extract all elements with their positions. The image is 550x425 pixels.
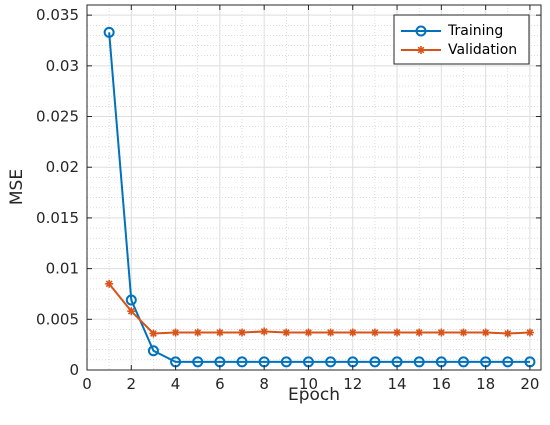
legend-box (393, 14, 530, 65)
ticks (86, 5, 541, 371)
x-tick-label: 18 (476, 375, 495, 393)
data-point-training (103, 26, 115, 38)
data-point-validation (193, 328, 202, 337)
y-tick-label: 0.035 (36, 6, 79, 24)
y-tick-label: 0.025 (36, 108, 79, 126)
x-axis-label: Epoch (288, 385, 340, 405)
data-point-validation (393, 328, 402, 337)
data-point-training (413, 356, 425, 368)
x-tick-label: 10 (299, 375, 318, 393)
y-axis-label: MSE (7, 169, 27, 205)
data-point-training (125, 294, 137, 306)
tick-labels: 0 2 4 6 8 10 12 14 16 18 20 0 0.005 0.01 0.015 0.02 0.02… (36, 6, 539, 393)
x-tick-label: 2 (127, 375, 137, 393)
y-tick-label: 0 (69, 361, 79, 379)
series-layer (103, 26, 536, 368)
y-tick-label: 0.015 (36, 209, 79, 227)
data-point-validation (525, 328, 534, 337)
data-point-validation (105, 279, 114, 288)
data-point-training (192, 356, 204, 368)
x-tick-label: 20 (520, 375, 539, 393)
y-tick-label: 0.03 (46, 57, 79, 75)
data-point-validation (149, 329, 158, 338)
data-point-validation (260, 327, 269, 336)
data-point-training (147, 345, 159, 357)
y-tick-label: 0.01 (46, 260, 79, 278)
legend-training-marker (415, 25, 427, 37)
data-point-validation (215, 328, 224, 337)
data-point-training (369, 356, 381, 368)
data-point-validation (481, 328, 490, 337)
data-point-validation (238, 328, 247, 337)
data-point-training (280, 356, 292, 368)
data-point-validation (171, 328, 180, 337)
data-point-validation (370, 328, 379, 337)
data-point-training (325, 356, 337, 368)
legend-validation-marker (417, 46, 425, 54)
x-tick-label: 14 (388, 375, 407, 393)
data-point-training (502, 356, 514, 368)
data-point-validation (282, 328, 291, 337)
x-tick-label: 12 (343, 375, 362, 393)
major-grid (87, 5, 541, 370)
legend-training-label: Training (447, 23, 503, 39)
legend: Training Validation (393, 14, 530, 65)
data-point-validation (304, 328, 313, 337)
data-point-validation (348, 328, 357, 337)
data-point-validation (415, 328, 424, 337)
y-tick-label: 0.02 (46, 158, 79, 176)
plot-frame (86, 4, 542, 371)
data-point-validation (459, 328, 468, 337)
data-point-training (236, 356, 248, 368)
x-tick-label: 4 (171, 375, 181, 393)
legend-validation-asterisk (417, 46, 425, 54)
data-point-validation (503, 329, 512, 338)
x-tick-label: 16 (432, 375, 451, 393)
x-tick-label: 6 (215, 375, 225, 393)
legend-validation-label: Validation (448, 42, 517, 58)
data-point-validation (127, 307, 136, 316)
x-tick-label: 0 (82, 375, 92, 393)
data-point-training (457, 356, 469, 368)
y-tick-label: 0.005 (36, 310, 79, 328)
data-point-validation (437, 328, 446, 337)
data-point-validation (326, 328, 335, 337)
x-tick-label: 8 (259, 375, 269, 393)
